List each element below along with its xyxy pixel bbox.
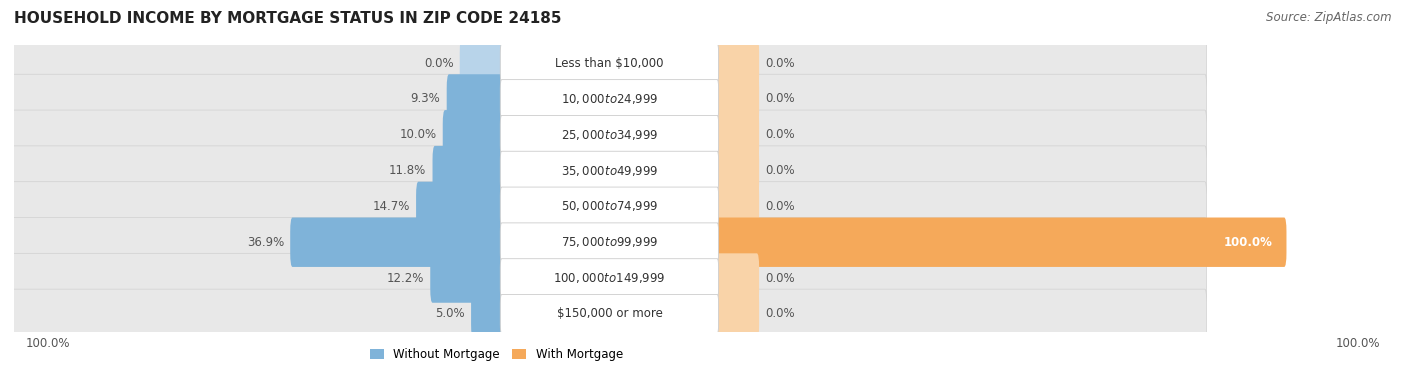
Text: 0.0%: 0.0% [765, 271, 794, 285]
FancyBboxPatch shape [501, 80, 718, 118]
FancyBboxPatch shape [13, 289, 1206, 339]
Text: 9.3%: 9.3% [411, 92, 440, 106]
Text: $75,000 to $99,999: $75,000 to $99,999 [561, 235, 658, 249]
Text: 0.0%: 0.0% [765, 92, 794, 106]
FancyBboxPatch shape [714, 289, 759, 339]
Text: $25,000 to $34,999: $25,000 to $34,999 [561, 128, 658, 142]
FancyBboxPatch shape [501, 151, 718, 190]
Text: 0.0%: 0.0% [765, 164, 794, 177]
FancyBboxPatch shape [714, 38, 759, 88]
Text: 100.0%: 100.0% [1336, 337, 1381, 350]
Text: 12.2%: 12.2% [387, 271, 425, 285]
FancyBboxPatch shape [13, 74, 1206, 124]
FancyBboxPatch shape [501, 223, 718, 262]
FancyBboxPatch shape [447, 74, 503, 124]
FancyBboxPatch shape [290, 218, 503, 267]
FancyBboxPatch shape [501, 259, 718, 297]
FancyBboxPatch shape [13, 146, 1206, 195]
FancyBboxPatch shape [13, 38, 1206, 88]
Text: 5.0%: 5.0% [436, 307, 465, 320]
FancyBboxPatch shape [13, 253, 1206, 303]
Text: 11.8%: 11.8% [389, 164, 426, 177]
FancyBboxPatch shape [13, 182, 1206, 231]
Text: 36.9%: 36.9% [246, 236, 284, 249]
Text: 0.0%: 0.0% [765, 307, 794, 320]
Text: 100.0%: 100.0% [25, 337, 70, 350]
Text: 0.0%: 0.0% [423, 57, 454, 70]
FancyBboxPatch shape [433, 146, 503, 195]
Text: Less than $10,000: Less than $10,000 [555, 57, 664, 70]
Legend: Without Mortgage, With Mortgage: Without Mortgage, With Mortgage [366, 343, 627, 366]
FancyBboxPatch shape [714, 110, 759, 159]
Text: 0.0%: 0.0% [765, 57, 794, 70]
FancyBboxPatch shape [501, 294, 718, 333]
Text: $10,000 to $24,999: $10,000 to $24,999 [561, 92, 658, 106]
FancyBboxPatch shape [443, 110, 503, 159]
FancyBboxPatch shape [714, 253, 759, 303]
FancyBboxPatch shape [501, 44, 718, 83]
Text: 0.0%: 0.0% [765, 128, 794, 141]
FancyBboxPatch shape [460, 38, 503, 88]
FancyBboxPatch shape [501, 115, 718, 154]
Text: 0.0%: 0.0% [765, 200, 794, 213]
Text: $100,000 to $149,999: $100,000 to $149,999 [553, 271, 665, 285]
FancyBboxPatch shape [416, 182, 503, 231]
Text: $35,000 to $49,999: $35,000 to $49,999 [561, 164, 658, 178]
Text: 14.7%: 14.7% [373, 200, 409, 213]
Text: $50,000 to $74,999: $50,000 to $74,999 [561, 199, 658, 213]
FancyBboxPatch shape [13, 110, 1206, 159]
Text: $150,000 or more: $150,000 or more [557, 307, 662, 320]
FancyBboxPatch shape [714, 146, 759, 195]
Text: 10.0%: 10.0% [399, 128, 436, 141]
FancyBboxPatch shape [714, 74, 759, 124]
Text: HOUSEHOLD INCOME BY MORTGAGE STATUS IN ZIP CODE 24185: HOUSEHOLD INCOME BY MORTGAGE STATUS IN Z… [14, 11, 561, 26]
FancyBboxPatch shape [714, 218, 1286, 267]
Text: Source: ZipAtlas.com: Source: ZipAtlas.com [1267, 11, 1392, 24]
FancyBboxPatch shape [430, 253, 503, 303]
FancyBboxPatch shape [714, 182, 759, 231]
FancyBboxPatch shape [471, 289, 503, 339]
Text: 100.0%: 100.0% [1225, 236, 1272, 249]
FancyBboxPatch shape [501, 187, 718, 226]
FancyBboxPatch shape [13, 218, 1206, 267]
